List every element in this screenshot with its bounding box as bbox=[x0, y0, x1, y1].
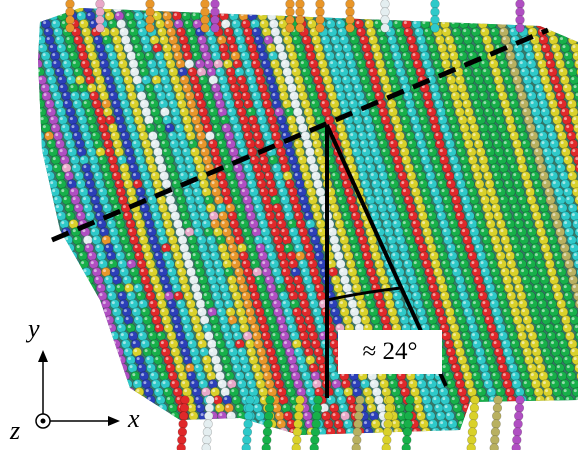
x-arrowhead-icon bbox=[108, 416, 120, 426]
coordinate-axes bbox=[35, 350, 120, 429]
angle-arc bbox=[326, 286, 402, 302]
top-atom-stubs bbox=[65, 0, 525, 33]
z-axis-dot-icon bbox=[40, 418, 46, 424]
x-axis-label: x bbox=[128, 404, 140, 433]
z-axis-label: z bbox=[10, 416, 21, 445]
reference-dashed-line bbox=[51, 27, 549, 243]
y-arrowhead-icon bbox=[38, 350, 48, 362]
angle-label: ≈ 24° bbox=[338, 330, 442, 374]
bottom-atom-stubs bbox=[176, 395, 525, 450]
y-axis-label: y bbox=[28, 314, 40, 343]
